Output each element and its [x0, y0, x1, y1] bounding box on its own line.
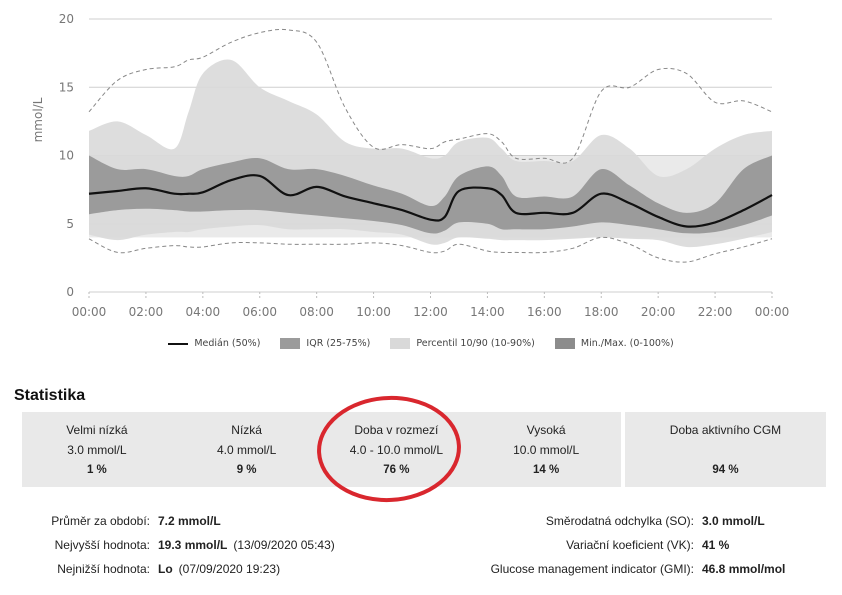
- legend-label-median: Medián (50%): [194, 338, 261, 349]
- summary-row-cv: Variační koeficient (VK): 41 %: [491, 533, 794, 557]
- legend-swatch-minmax: [554, 338, 575, 349]
- legend-swatch-median: [168, 342, 189, 345]
- cgm-name: Doba aktivního CGM: [669, 423, 782, 437]
- summary-label: Variační koeficient (VK):: [566, 538, 694, 552]
- range-name: Velmi nízká: [66, 423, 128, 437]
- range-cell-in-range: Doba v rozmezí 4.0 - 10.0 mmol/L 76 %: [322, 412, 472, 487]
- range-percent: 9 %: [236, 464, 257, 476]
- summary-value: 7.2 mmol/L: [158, 514, 221, 528]
- range-name: Doba v rozmezí: [354, 423, 439, 437]
- legend-swatch-percentile: [390, 338, 411, 349]
- summary-value: 19.3 mmol/L: [158, 538, 228, 552]
- legend-label-minmax: Min./Max. (0-100%): [580, 338, 674, 349]
- y-tick-label: 20: [59, 12, 74, 26]
- y-tick-label: 15: [59, 80, 74, 94]
- summary-label: Nejvyšší hodnota:: [54, 538, 150, 552]
- x-tick-label: 00:00: [72, 305, 107, 319]
- x-tick-label: 14:00: [470, 305, 505, 319]
- summary-row-average: Průměr za období: 7.2 mmol/L: [0, 509, 335, 533]
- x-tick-label: 20:00: [641, 305, 676, 319]
- legend-label-iqr: IQR (25-75%): [306, 338, 371, 349]
- legend-item-median: Medián (50%): [168, 338, 260, 349]
- cgm-panel: Doba aktivního CGM 94 %: [625, 412, 826, 487]
- summary-extra: (07/09/2020 19:23): [178, 562, 281, 576]
- cgm-percent: 94 %: [712, 464, 739, 476]
- x-tick-label: 12:00: [413, 305, 448, 319]
- stats-panels: Velmi nízká 3.0 mmol/L 1 % Nízká 4.0 mmo…: [22, 412, 826, 487]
- summary-left: Průměr za období: 7.2 mmol/L Nejvyšší ho…: [0, 509, 335, 581]
- y-axis-label: mmol/L: [31, 97, 45, 142]
- legend-item-iqr: IQR (25-75%): [280, 338, 370, 349]
- x-tick-label: 10:00: [356, 305, 391, 319]
- summary-row-gmi: Glucose management indicator (GMI): 46.8…: [491, 557, 794, 581]
- range-name: Nízká: [231, 423, 262, 437]
- x-tick-label: 16:00: [527, 305, 562, 319]
- summary-label: Průměr za období:: [51, 514, 150, 528]
- legend-item-percentile: Percentil 10/90 (10-90%): [390, 338, 535, 349]
- x-tick-label: 06:00: [242, 305, 277, 319]
- min-line: [88, 236, 773, 263]
- y-tick-label: 0: [66, 285, 74, 299]
- range-percent: 14 %: [533, 464, 560, 476]
- stats-title: Statistika: [14, 387, 86, 404]
- glucose-profile-chart: 0 5 10 15 20 00:00 02:00 04:00 06:00 08:00 10:00 12…: [31, 12, 790, 319]
- x-tick-label: 00:00: [755, 305, 790, 319]
- range-percent: 1 %: [86, 464, 107, 476]
- summary-row-lowest: Nejnižší hodnota: Lo (07/09/2020 19:23): [0, 557, 335, 581]
- summary-label: Směrodatná odchylka (SO):: [545, 514, 694, 528]
- range-value: 4.0 - 10.0 mmol/L: [349, 443, 444, 457]
- x-tick-label: 04:00: [186, 305, 221, 319]
- range-cell-high: Vysoká 10.0 mmol/L 14 %: [471, 412, 621, 487]
- range-panel: Velmi nízká 3.0 mmol/L 1 % Nízká 4.0 mmo…: [22, 412, 621, 487]
- y-tick-label: 10: [59, 149, 74, 163]
- summary-label: Nejnižší hodnota:: [57, 562, 150, 576]
- x-tick-label: 22:00: [698, 305, 733, 319]
- summary-value: 41 %: [702, 538, 730, 552]
- summary-value: 3.0 mmol/L: [702, 514, 765, 528]
- chart-legend: Medián (50%) IQR (25-75%) Percentil 10/9…: [0, 338, 842, 349]
- cgm-cell: Doba aktivního CGM 94 %: [625, 412, 826, 487]
- legend-swatch-iqr: [280, 338, 301, 349]
- summary-extra: (13/09/2020 05:43): [233, 538, 335, 552]
- summary-row-highest: Nejvyšší hodnota: 19.3 mmol/L (13/09/202…: [0, 533, 335, 557]
- range-value: 3.0 mmol/L: [67, 443, 127, 457]
- x-tick-label: 18:00: [584, 305, 619, 319]
- x-tick-label: 08:00: [299, 305, 334, 319]
- range-name: Vysoká: [526, 423, 566, 437]
- cgm-spacer: [625, 443, 826, 457]
- range-value: 4.0 mmol/L: [216, 443, 277, 457]
- summary-value: Lo: [158, 562, 173, 576]
- summary-row-sd: Směrodatná odchylka (SO): 3.0 mmol/L: [491, 509, 794, 533]
- summary-label: Glucose management indicator (GMI):: [490, 562, 694, 576]
- y-tick-label: 5: [66, 217, 74, 231]
- max-line: [88, 28, 773, 164]
- range-value: 10.0 mmol/L: [513, 443, 580, 457]
- legend-label-percentile: Percentil 10/90 (10-90%): [416, 338, 535, 349]
- x-tick-label: 02:00: [129, 305, 164, 319]
- summary-value: 46.8 mmol/mol: [702, 562, 786, 576]
- range-percent: 76 %: [383, 464, 410, 476]
- range-cell-low: Nízká 4.0 mmol/L 9 %: [172, 412, 322, 487]
- range-cell-very-low: Velmi nízká 3.0 mmol/L 1 %: [22, 412, 172, 487]
- legend-item-minmax: Min./Max. (0-100%): [554, 338, 674, 349]
- summary-right: Směrodatná odchylka (SO): 3.0 mmol/L Var…: [491, 509, 794, 581]
- median-line: [88, 174, 773, 228]
